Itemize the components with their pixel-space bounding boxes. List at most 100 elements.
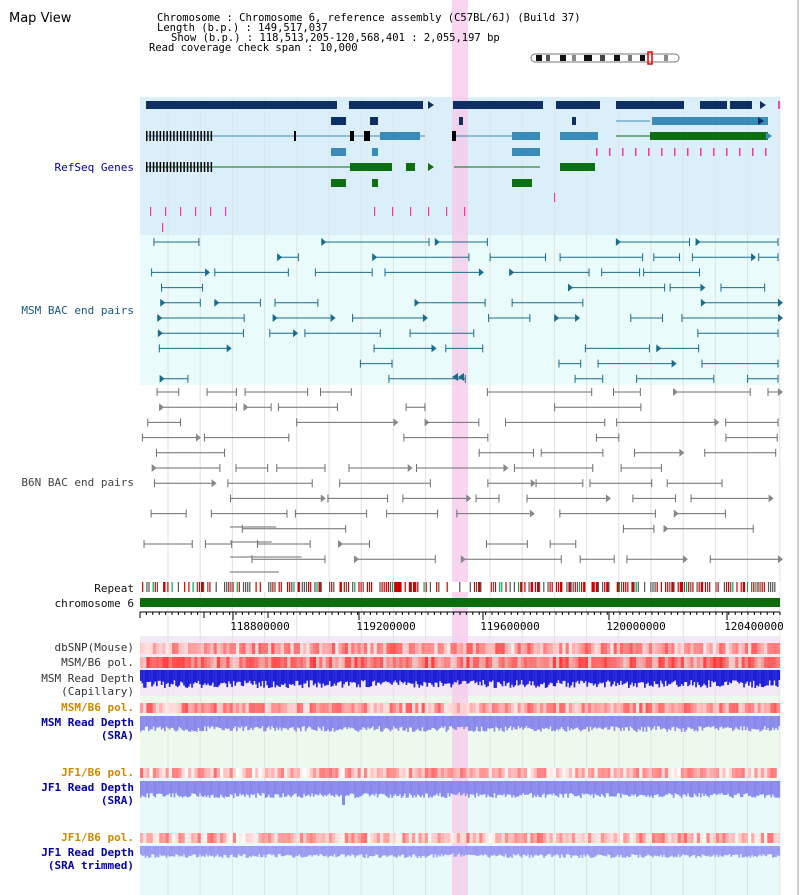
gene-exon[interactable] [650,132,768,140]
msm-depth-sra-bar [152,716,155,727]
jf1-depth-sra-bar [240,781,243,796]
jf1-depth-sra-bar [676,781,678,795]
jf1-depth-trimmed-bar [485,846,488,856]
msm-b6-pol-heat-cell [693,657,697,668]
gene-exon[interactable] [459,117,463,125]
gene-exon[interactable] [349,101,423,109]
msm-depth-capillary-bar [311,670,313,681]
msm-depth-sra-bar [277,716,280,730]
gene-exon[interactable] [730,101,752,109]
gene-exon[interactable] [331,148,346,156]
jf1-depth-sra-bar [488,781,491,797]
gene-exon[interactable] [700,101,727,109]
msm-depth-sra-bar [676,716,678,728]
gene-exon[interactable] [572,117,576,125]
jf1-b6-pol2-heat-cell [706,833,710,843]
msm-depth-capillary-bar [562,670,565,681]
msm-depth-capillary-bar [488,670,491,682]
jf1-depth-trimmed-bar [613,846,616,858]
jf1-depth-trimmed-bar [308,846,310,856]
gene-exon[interactable] [370,117,378,125]
gene-exon[interactable] [364,131,370,141]
repeat-element [707,582,709,592]
repeat-element [215,582,217,592]
jf1-b6-pol-heat-cell [380,768,384,778]
jf1-depth-sra-bar [471,781,473,795]
msm-b6-pol-sra-heat-cell [245,703,249,713]
bac-end [663,524,669,533]
jf1-b6-pol2-heat-cell [623,833,627,843]
gene-exon[interactable] [146,101,337,109]
jf1-depth-sra-bar [327,781,329,795]
jf1-depth-trimmed-bar [629,846,632,857]
jf1-b6-pol-heat-cell [655,768,659,778]
jf1-depth-trimmed-bar [776,846,779,856]
jf1-depth-sra-bar [354,781,357,798]
gene-exon[interactable] [560,163,595,171]
repeat-element [677,582,679,592]
jf1-depth-trimmed-bar [493,846,496,855]
gene-exon[interactable] [372,179,378,187]
jf1-depth-trimmed-bar [543,846,545,858]
gene-exon[interactable] [512,132,540,140]
jf1-depth-trimmed-bar [154,846,157,858]
repeat-element [513,582,515,592]
jf1-b6-pol-heat-cell [360,768,365,778]
gene-exon[interactable] [350,131,354,141]
msm-depth-sra-bar [250,716,253,728]
gene-exon[interactable] [331,117,346,125]
gene-exon[interactable] [453,101,543,109]
msm-depth-sra-bar [167,716,169,728]
msm-depth-capillary-bar [536,670,539,686]
gene-exon-tick [200,131,202,141]
msm-depth-capillary-bar [420,670,422,685]
gene-exon[interactable] [372,148,378,156]
msm-b6-pol-sra-heat-cell [562,703,566,713]
jf1-depth-sra-bar [546,781,549,795]
gene-exon[interactable] [406,163,415,171]
msm-depth-sra-bar [506,716,509,731]
msm-b6-pol-heat-cell [546,657,550,668]
jf1-depth-trimmed-bar [676,846,678,858]
jf1-b6-pol-heat-cell [338,768,342,778]
jf1-depth-sra-bar [575,781,577,797]
bac-end [372,253,378,262]
gene-exon[interactable] [616,101,684,109]
gene-exon[interactable] [294,131,296,141]
jf1-depth-trimmed-bar [749,846,752,858]
gene-exon[interactable] [556,101,600,109]
repeat-element [593,582,595,592]
ideogram-band [572,55,576,61]
gene-exon[interactable] [512,148,540,156]
dbsnp-heat-cell [392,643,397,654]
gene-exon[interactable] [560,132,598,140]
bac-end [478,268,484,277]
dbsnp-heat-cell [437,643,441,654]
jf1-depth-sra-bar [367,781,369,794]
msm-depth-sra-bar [517,716,520,727]
msm-depth-sra-bar [708,716,710,727]
dbsnp-heat-cell [383,643,387,654]
jf1-depth-trimmed-bar [519,846,521,857]
msm-depth-capillary-bar [652,670,654,687]
gene-exon[interactable] [452,131,456,141]
msm-depth-capillary-bar [474,670,477,684]
dbsnp-heat-cell [328,643,333,654]
gene-exon[interactable] [380,132,420,140]
msm-b6-pol-sra-heat-cell [360,703,365,713]
msm-depth-capillary-bar [146,670,149,682]
jf1-depth-sra-bar [220,781,222,795]
jf1-depth-sra-bar [242,781,245,795]
jf1-depth-trimmed-bar [648,846,651,856]
msm-depth-sra-bar [498,716,501,731]
gene-exon[interactable] [331,179,346,187]
msm-depth-capillary-bar [432,670,435,687]
msm-depth-sra-bar [578,716,581,730]
msm-depth-capillary-bar [620,670,622,681]
msm-depth-capillary-bar [154,670,157,682]
gene-exon[interactable] [350,163,392,171]
gene-exon[interactable] [512,179,532,187]
chromosome-bar[interactable] [140,598,780,607]
gene-exon[interactable] [652,117,768,125]
msm-depth-capillary-bar [722,670,725,686]
